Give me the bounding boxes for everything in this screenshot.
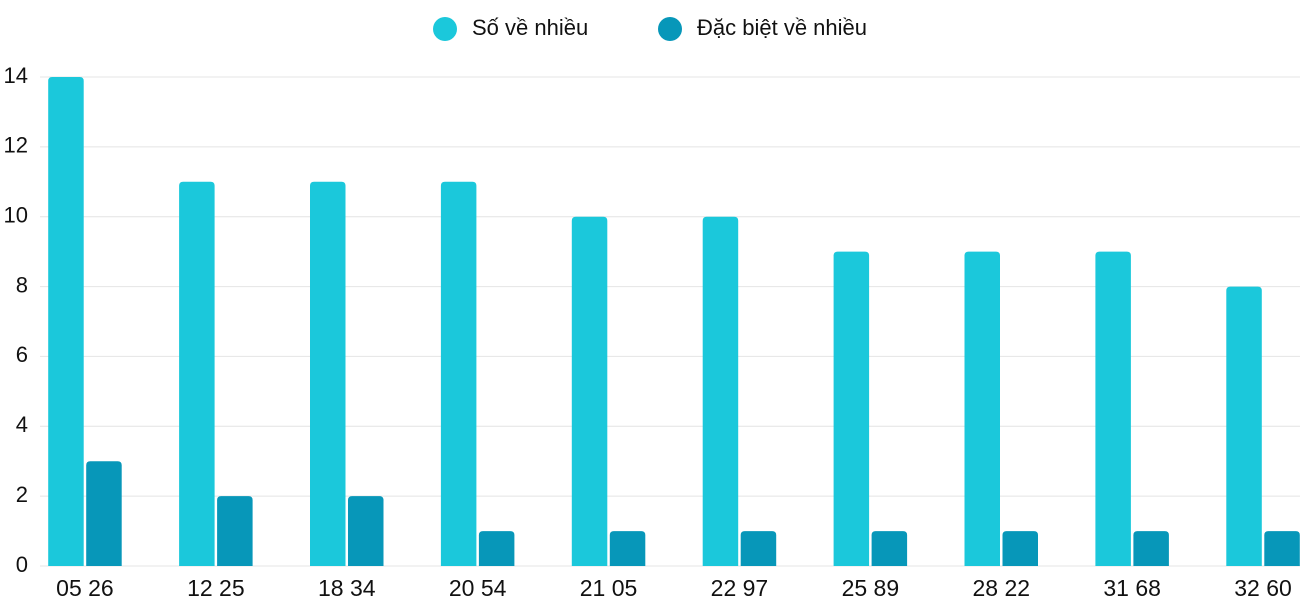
y-tick-label: 6	[16, 342, 28, 367]
legend-label: Số về nhiều	[472, 15, 588, 40]
x-tick-label: 31 68	[1103, 575, 1161, 600]
x-tick-label: 32 60	[1234, 575, 1292, 600]
bar	[217, 496, 253, 566]
y-tick-label: 2	[16, 482, 28, 507]
bar	[1226, 286, 1262, 566]
x-tick-label: 25 89	[842, 575, 900, 600]
x-tick-label: 20 54	[449, 575, 507, 600]
bar	[1095, 251, 1131, 566]
bar	[348, 496, 384, 566]
bar	[440, 181, 477, 567]
bar	[571, 216, 608, 566]
x-tick-label: 18 34	[318, 575, 376, 600]
bar	[1002, 531, 1038, 566]
legend-label: Đặc biệt về nhiều	[697, 15, 867, 40]
legend-marker	[658, 17, 682, 41]
bar	[833, 251, 870, 566]
y-tick-label: 14	[4, 63, 28, 88]
y-tick-label: 12	[4, 133, 28, 158]
bar	[48, 77, 84, 566]
x-tick-label: 28 22	[972, 575, 1030, 600]
legend-marker	[433, 17, 457, 41]
bar	[478, 531, 515, 566]
y-tick-label: 8	[16, 272, 28, 297]
bar	[1264, 531, 1300, 566]
bar	[871, 531, 908, 566]
bar	[1133, 531, 1169, 566]
bar	[609, 531, 646, 566]
y-tick-label: 10	[4, 203, 28, 228]
bar	[310, 181, 346, 567]
bar	[179, 181, 215, 567]
bar	[964, 251, 1000, 566]
bar	[740, 531, 777, 566]
y-tick-label: 0	[16, 552, 28, 577]
bar	[702, 216, 739, 566]
x-tick-label: 05 26	[56, 575, 114, 600]
x-tick-label: 21 05	[580, 575, 638, 600]
bar	[86, 461, 122, 566]
x-tick-label: 12 25	[187, 575, 245, 600]
x-tick-label: 22 97	[711, 575, 769, 600]
y-tick-label: 4	[16, 412, 28, 437]
